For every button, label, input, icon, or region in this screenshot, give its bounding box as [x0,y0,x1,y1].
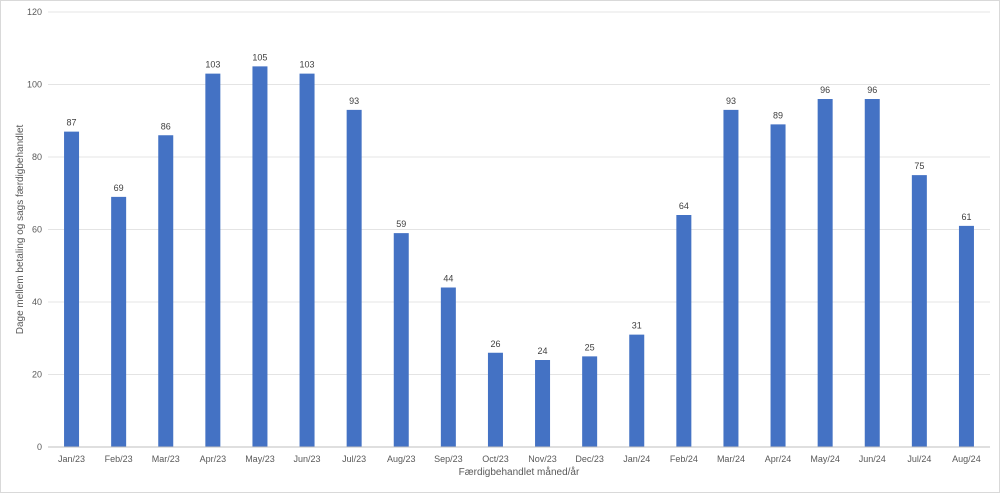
data-label: 75 [914,161,924,171]
x-axis-ticks: Jan/23 Feb/23 Mar/23 Apr/23 May/23 Jun/23 Jul/… [58,454,981,464]
data-label: 103 [300,60,315,70]
x-tick-label: Mar/23 [152,454,180,464]
x-axis-title: Færdigbehandlet måned/år [459,466,580,478]
x-tick-label: Apr/23 [200,454,227,464]
data-label: 25 [585,342,595,352]
y-tick-label: 0 [37,442,42,452]
y-tick-label: 20 [32,370,42,380]
bar-Apr-24 [770,124,786,447]
x-tick-label: Jan/24 [623,454,650,464]
bar-Mar-24 [723,109,739,447]
y-tick-label: 100 [27,80,42,90]
bar-Mar-23 [158,135,174,447]
bar-May-24 [817,99,833,447]
y-axis-title: Dage mellem betaling og sags færdigbehan… [15,124,26,334]
bar-Jan-24 [629,334,645,447]
data-label: 61 [961,212,971,222]
x-tick-label: Jul/23 [342,454,366,464]
x-tick-label: Mar/24 [717,454,745,464]
x-tick-label: Nov/23 [528,454,557,464]
bar-Nov-23 [535,360,551,447]
x-tick-label: Jan/23 [58,454,85,464]
x-tick-label: Jun/24 [859,454,886,464]
x-tick-label: Feb/24 [670,454,698,464]
bar-Jul-23 [346,109,362,447]
data-label: 103 [205,60,220,70]
y-tick-label: 120 [27,7,42,17]
x-tick-label: May/24 [810,454,840,464]
y-tick-label: 40 [32,297,42,307]
x-tick-label: Jun/23 [294,454,321,464]
bars [64,66,974,447]
y-tick-label: 60 [32,225,42,235]
data-label: 96 [820,85,830,95]
x-tick-label: Sep/23 [434,454,463,464]
x-tick-label: Aug/23 [387,454,416,464]
bar-May-23 [252,66,268,447]
data-label: 59 [396,219,406,229]
bar-Jan-23 [64,131,80,447]
y-axis-ticks: 0 20 40 60 80 100 120 [27,7,42,452]
x-tick-label: Oct/23 [482,454,509,464]
x-tick-label: Jul/24 [907,454,931,464]
data-label: 44 [443,274,453,284]
bar-Aug-24 [958,225,974,447]
x-tick-label: Dec/23 [575,454,604,464]
data-label: 26 [490,339,500,349]
gridlines [48,11,990,375]
bar-Oct-23 [487,352,503,447]
data-label: 87 [67,118,77,128]
bar-Jun-23 [299,73,315,447]
data-label: 93 [726,96,736,106]
data-label: 69 [114,183,124,193]
data-label: 86 [161,121,171,131]
x-tick-label: Aug/24 [952,454,981,464]
bar-Dec-23 [582,356,598,447]
x-tick-label: Feb/23 [105,454,133,464]
data-label: 96 [867,85,877,95]
data-label: 24 [538,346,548,356]
data-label: 64 [679,201,689,211]
data-label: 105 [252,52,267,62]
bar-Apr-23 [205,73,221,447]
bar-Sep-23 [440,287,456,447]
data-label: 31 [632,321,642,331]
bar-Feb-23 [111,196,127,447]
bar-Jun-24 [864,99,880,447]
x-tick-label: Apr/24 [765,454,792,464]
data-labels: 87 69 86 103 105 103 93 59 44 26 24 25 31 64 93 89 96 96 7… [67,52,972,356]
bar-Jul-24 [911,175,927,447]
data-label: 93 [349,96,359,106]
x-tick-label: May/23 [245,454,275,464]
y-tick-label: 80 [32,152,42,162]
bar-Feb-24 [676,215,692,447]
bar-Aug-23 [393,233,409,447]
data-label: 89 [773,110,783,120]
